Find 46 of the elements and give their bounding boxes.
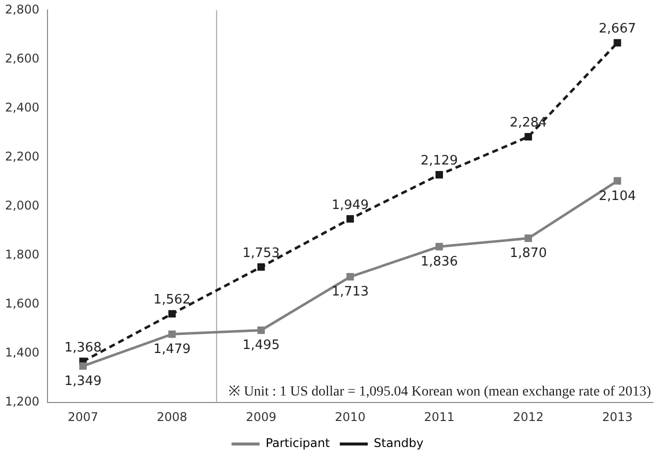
- y-tick-label: 2,000: [4, 198, 40, 213]
- point: [168, 310, 176, 318]
- x-tick-label: 2010: [334, 410, 366, 424]
- data-label: 1,562: [153, 292, 191, 308]
- point: [524, 234, 532, 242]
- point: [524, 133, 532, 140]
- point: [168, 330, 176, 338]
- point: [257, 263, 265, 271]
- point: [257, 326, 265, 334]
- annotation: ※ Unit : 1 US dollar = 1,095.04 Korean won (mean exchange rate of 2013): [228, 384, 652, 400]
- point: [346, 215, 354, 223]
- point: [346, 273, 354, 281]
- data-label: 1,368: [64, 340, 102, 356]
- data-label: 1,713: [332, 284, 369, 300]
- legend-label: Standby: [374, 436, 424, 450]
- x-tick-label: 2007: [68, 410, 98, 424]
- y-tick-label: 1,400: [4, 346, 40, 360]
- y-tick-label: 2,600: [4, 51, 40, 66]
- data-label: 1,836: [420, 254, 458, 270]
- legend-label: Participant: [266, 436, 330, 450]
- x-tick-label: 2008: [156, 410, 188, 424]
- point: [436, 171, 443, 178]
- x-tick-label: 2009: [246, 410, 276, 424]
- data-label: 2,129: [420, 154, 458, 169]
- y-tick-label: 1,200: [4, 394, 40, 409]
- y-tick-label: 1,600: [4, 296, 40, 311]
- x-tick-label: 2012: [513, 410, 544, 424]
- y-tick-label: 1,800: [4, 248, 40, 262]
- point: [436, 242, 443, 250]
- data-label: 1,949: [332, 198, 369, 213]
- point: [614, 177, 622, 185]
- point: [614, 39, 622, 47]
- data-label: 2,104: [598, 188, 636, 204]
- data-label: 2,667: [598, 22, 636, 37]
- y-tick-label: 2,400: [4, 100, 40, 114]
- data-label: 1,753: [242, 246, 280, 261]
- data-label: 1,870: [510, 246, 547, 262]
- y-tick-label: 2,800: [4, 2, 40, 16]
- data-label: 1,479: [153, 342, 191, 358]
- x-tick-label: 2013: [602, 410, 633, 424]
- y-tick-label: 2,200: [4, 149, 40, 164]
- data-label: 1,495: [242, 338, 280, 354]
- data-label: 1,349: [64, 374, 102, 389]
- x-tick-label: 2011: [424, 410, 455, 424]
- data-label: 2,284: [510, 116, 547, 131]
- point: [79, 362, 87, 370]
